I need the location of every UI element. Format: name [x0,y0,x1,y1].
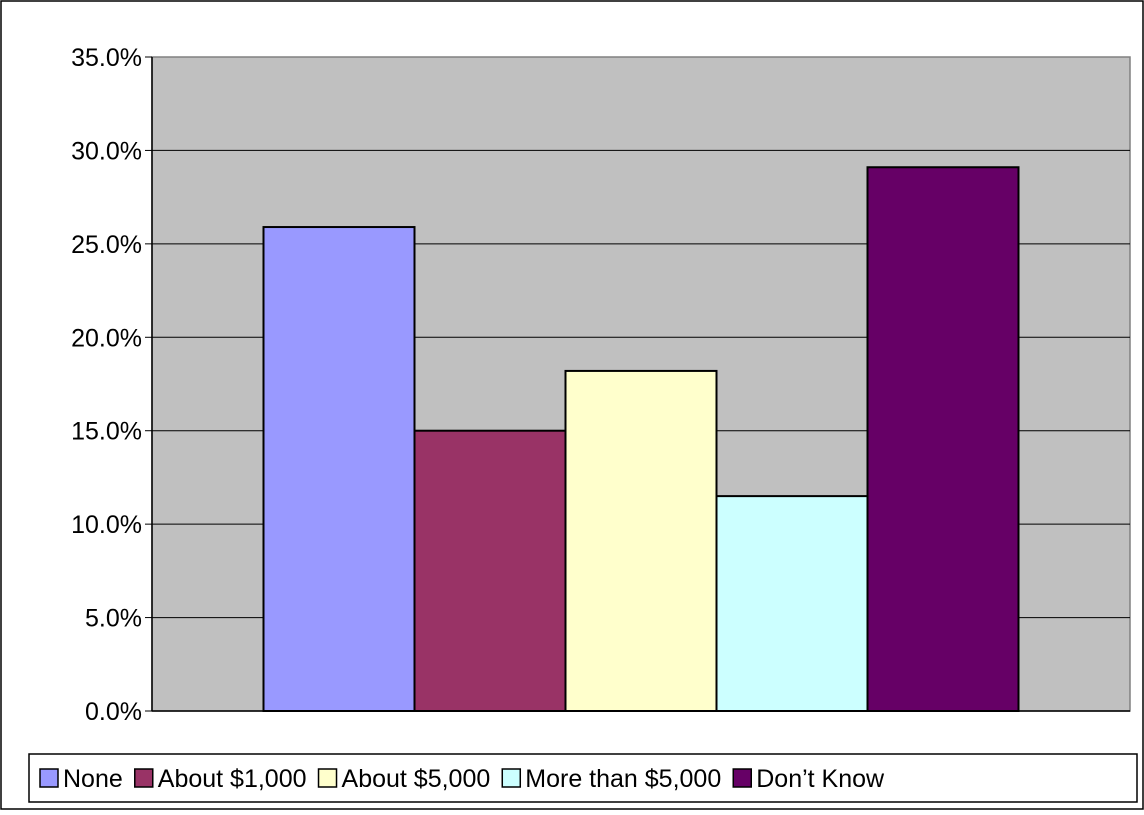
legend-label: None [63,765,123,793]
legend: None About $1,000 About $5,000 More than $5… [28,753,1138,803]
legend-swatch [732,768,752,788]
legend-label: More than $5,000 [525,765,721,793]
legend-swatch [317,768,338,788]
legend-swatch [39,768,59,788]
legend-box [28,753,1138,803]
legend-label: Don’t Know [756,765,885,793]
bar-5 [866,166,1020,712]
bar-4 [715,495,869,712]
y-tick-label: 20.0% [71,324,142,352]
y-tick-label: 30.0% [71,137,142,165]
legend-label: About $1,000 [158,765,307,793]
legend-label: About $5,000 [342,765,491,793]
bar-3 [564,369,718,712]
bars [262,166,1020,712]
y-tick-label: 15.0% [71,418,142,446]
y-tick-label: 5.0% [85,605,142,633]
y-tick-label: 25.0% [71,231,142,259]
legend-swatch [501,768,522,788]
legend-swatch [134,768,154,788]
bar-2 [413,429,567,712]
y-tick-label: 35.0% [71,44,142,72]
y-axis: 0.0% 5.0% 10.0% 15.0% 20.0% 25.0% 30.0% 35.0% [71,44,1130,726]
bar-1 [262,226,416,712]
y-tick-label: 10.0% [71,511,142,539]
y-tick-label: 0.0% [85,698,142,726]
